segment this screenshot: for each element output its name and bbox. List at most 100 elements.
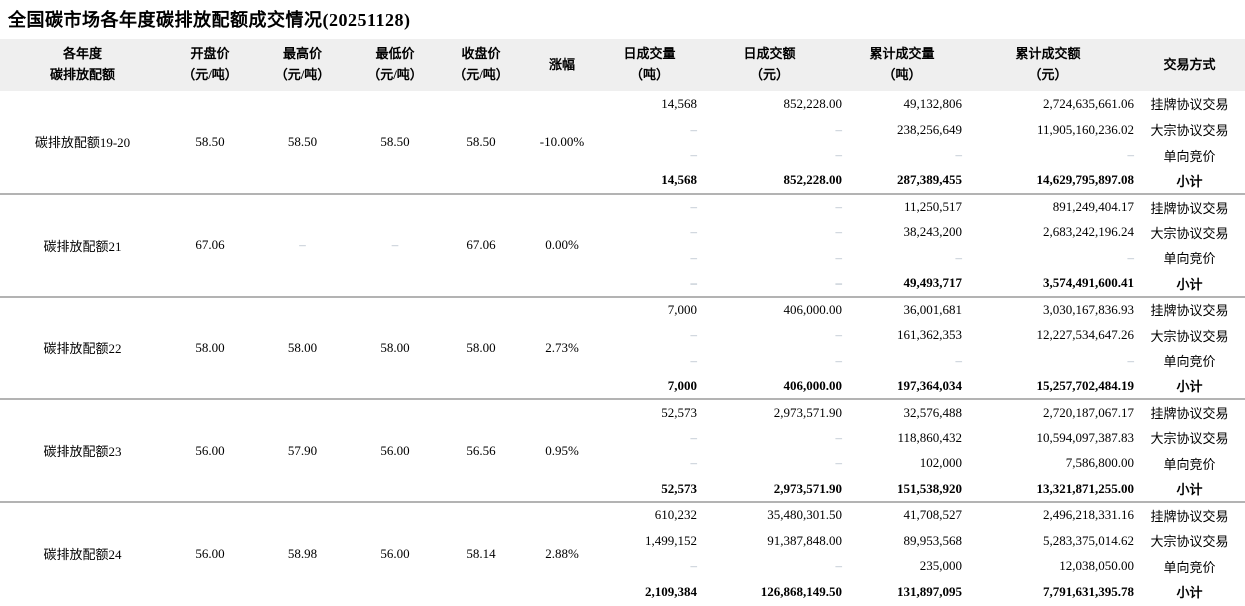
table-row: – – 102,000 7,586,800.00 单向竞价: [0, 451, 1245, 477]
cell-daily-amount: 852,228.00: [783, 95, 843, 111]
cell-cum-volume: 235,000: [919, 558, 962, 574]
cell-open: 56.00: [165, 399, 255, 503]
column-header-line1: 日成交额: [743, 46, 796, 62]
cell-cum-volume: 131,897,095: [897, 583, 962, 599]
cell-daily-volume: 7,000: [602, 373, 697, 401]
column-header-line2: （元/吨）: [274, 67, 331, 82]
cell-cum-amount: 5,283,375,014.62: [1043, 532, 1134, 548]
cell-close: 58.14: [466, 545, 496, 561]
cell-close: 67.06: [440, 193, 522, 298]
cell-cum-amount: –: [1127, 147, 1135, 163]
cell-method: 单向竞价: [1163, 251, 1216, 267]
cell-cum-volume: 151,538,920: [842, 476, 962, 503]
cell-daily-amount: –: [835, 352, 843, 368]
table-row: – – – – 单向竞价: [0, 142, 1245, 168]
column-header-line2: （元/吨）: [182, 67, 238, 82]
column-header-line1: 收盘价: [461, 46, 501, 62]
column-header-line2: （元/吨）: [453, 67, 509, 82]
cell-method: 单向竞价: [1163, 148, 1216, 164]
cell-close: 56.56: [440, 399, 522, 503]
cell-cum-volume: 102,000: [919, 455, 962, 471]
table-row: 1,499,152 91,387,848.00 89,953,568 5,283,37…: [0, 528, 1245, 554]
cell-daily-volume: 52,573: [661, 404, 697, 420]
cell-high: 57.90: [255, 399, 350, 503]
cell-cum-volume: 89,953,568: [903, 532, 963, 548]
cell-cum-volume: –: [955, 147, 963, 163]
column-header-line2: （元）: [1028, 67, 1068, 82]
cell-cum-volume: 11,250,517: [903, 199, 962, 215]
cell-cum-amount: 2,496,218,331.16: [1043, 507, 1134, 523]
page-title: 全国碳市场各年度碳排放配额成交情况(20251128): [8, 10, 411, 30]
cell-cum-amount: 2,683,242,196.24: [1043, 224, 1134, 240]
column-header-7: 日成交额 （元）: [697, 39, 842, 91]
cell-change: 0.95%: [522, 399, 602, 503]
cell-cum-amount: –: [1127, 352, 1135, 368]
cell-daily-amount: –: [835, 429, 843, 445]
cell-cum-amount: 3,030,167,836.93: [1043, 301, 1134, 317]
cell-daily-amount: –: [835, 199, 843, 215]
table-row: – – 38,243,200 2,683,242,196.24 大宗协议交易: [0, 219, 1245, 245]
cell-cum-volume: 41,708,527: [903, 507, 963, 523]
cell-daily-amount: –: [835, 327, 843, 343]
cell-daily-amount: –: [835, 558, 843, 574]
cell-method: 小计: [1134, 373, 1245, 401]
table-body: 碳排放配额19-20 58.50 58.50 58.50 58.50 -10.00% 14,…: [0, 91, 1245, 605]
cell-method: 小计: [1134, 270, 1245, 298]
table-row: 7,000 406,000.00 197,364,034 15,257,702,484…: [0, 373, 1245, 401]
cell-cum-amount: 13,321,871,255.00: [962, 476, 1134, 503]
table-row: – – 235,000 12,038,050.00 单向竞价: [0, 553, 1245, 579]
cell-method: 小计: [1134, 168, 1245, 195]
table-row: 52,573 2,973,571.90 151,538,920 13,321,871,…: [0, 476, 1245, 503]
column-header-line1: 累计成交量: [869, 46, 935, 62]
cell-cum-amount: 10,594,097,387.83: [1036, 429, 1135, 445]
cell-cum-volume: 36,001,681: [903, 301, 963, 317]
cell-cum-volume: 287,389,455: [842, 168, 962, 195]
cell-close: 58.50: [440, 91, 522, 195]
cell-method: 挂牌协议交易: [1150, 200, 1229, 216]
cell-daily-amount: –: [835, 455, 843, 471]
table-row: – – – – 单向竞价: [0, 245, 1245, 271]
cell-method: 挂牌协议交易: [1150, 406, 1229, 422]
cell-cum-amount: 7,791,631,395.78: [1043, 583, 1134, 599]
cell-daily-volume: –: [690, 327, 698, 343]
cell-daily-volume: 7,000: [667, 301, 697, 317]
cell-daily-amount: 126,868,149.50: [760, 583, 842, 599]
cell-cum-volume: –: [955, 249, 963, 265]
column-header-8: 累计成交量 （吨）: [842, 39, 962, 91]
table-row: 碳排放配额19-20 58.50 58.50 58.50 58.50 -10.00% 14,…: [0, 91, 1245, 195]
cell-daily-volume: 14,568: [602, 168, 697, 195]
column-header-line2: （吨）: [629, 67, 669, 82]
cell-name: 碳排放配额19-20: [0, 91, 165, 195]
column-header-line1: 开盘价: [190, 46, 230, 62]
cell-cum-volume: 161,362,353: [897, 327, 962, 343]
cell-cum-volume: –: [955, 352, 963, 368]
cell-method: 单向竞价: [1163, 559, 1216, 575]
cell-change: -10.00%: [522, 91, 602, 195]
cell-daily-amount: 2,973,571.90: [773, 404, 842, 420]
cell-daily-volume: 52,573: [602, 476, 697, 503]
column-header-10: 交易方式: [1134, 39, 1245, 91]
carbon-market-table: 各年度 碳排放配额 开盘价 （元/吨） 最高价 （元/吨） 最低价 （元/吨） 收盘价 （元/吨）…: [0, 39, 1245, 605]
column-header-3: 最低价 （元/吨）: [350, 39, 440, 91]
cell-daily-amount: 2,973,571.90: [697, 476, 842, 503]
table-row: 碳排放配额22 58.00 58.00 58.00 58.00 2.73% 7,000 406…: [0, 296, 1245, 401]
cell-method: 小计: [1176, 585, 1203, 601]
cell-low: 56.00: [350, 399, 440, 503]
header-row: 各年度 碳排放配额 开盘价 （元/吨） 最高价 （元/吨） 最低价 （元/吨） 收盘价 （元/吨）…: [0, 39, 1245, 91]
cell-open: 67.06: [165, 193, 255, 298]
table-row: – – 161,362,353 12,227,534,647.26 大宗协议交易: [0, 322, 1245, 348]
cell-daily-amount: –: [835, 249, 843, 265]
cell-daily-amount: 91,387,848.00: [767, 532, 842, 548]
column-header-2: 最高价 （元/吨）: [255, 39, 350, 91]
cell-method: 挂牌协议交易: [1150, 508, 1229, 524]
column-header-line1: 日成交量: [623, 46, 676, 62]
cell-cum-amount: 891,249,404.17: [1052, 199, 1134, 215]
cell-low: 58.00: [350, 296, 440, 401]
cell-method: 大宗协议交易: [1150, 123, 1229, 139]
cell-open: 58.50: [165, 91, 255, 195]
column-header-4: 收盘价 （元/吨）: [440, 39, 522, 91]
cell-cum-volume: 197,364,034: [842, 373, 962, 401]
cell-cum-amount: 2,720,187,067.17: [1043, 404, 1134, 420]
cell-method: 单向竞价: [1163, 354, 1216, 370]
